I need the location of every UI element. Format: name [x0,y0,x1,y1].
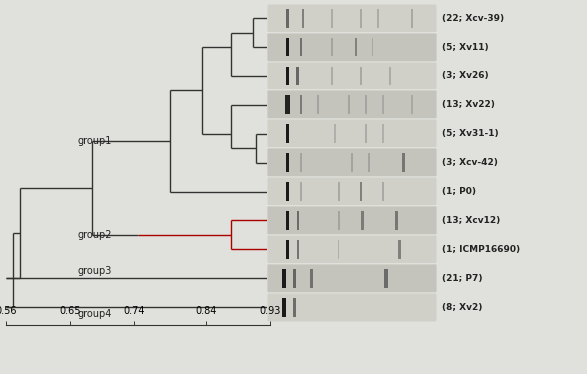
Bar [331,38,333,56]
Bar [267,119,437,148]
Bar [296,211,299,230]
Bar [286,125,289,143]
Bar [335,125,336,143]
Bar [286,67,289,85]
Bar [348,95,350,114]
Bar [338,182,339,201]
Bar [286,38,289,56]
Text: (1; P0): (1; P0) [442,187,476,196]
Bar [267,91,437,119]
Bar [377,9,379,28]
Bar [296,240,299,259]
Bar [310,269,313,288]
Text: K: K [274,187,282,197]
Bar [282,269,286,288]
Bar [286,211,289,230]
Bar [395,211,398,230]
Bar [318,95,319,114]
Text: A: A [274,273,282,283]
Bar [302,9,304,28]
Text: (21; P7): (21; P7) [442,274,483,283]
Bar [351,153,353,172]
Bar [331,9,333,28]
Text: group2: group2 [77,230,112,240]
Bar [389,67,390,85]
Text: B: B [274,302,282,312]
Bar [296,67,299,85]
Bar [360,67,362,85]
Bar [300,38,302,56]
Text: C: C [274,13,282,23]
Text: G: G [274,129,282,139]
Text: E: E [274,100,281,110]
Bar [301,153,302,172]
Bar [267,206,437,235]
Bar [360,182,362,201]
Text: (1; ICMP16690): (1; ICMP16690) [442,245,520,254]
Bar [338,211,339,230]
Bar [267,264,437,293]
Bar [355,38,357,56]
Text: group1: group1 [77,136,112,146]
Bar [360,9,362,28]
Bar [267,235,437,264]
Text: (8; Xv2): (8; Xv2) [442,303,483,312]
Bar [399,240,402,259]
Text: group4: group4 [77,309,112,319]
Bar [372,38,373,56]
Bar [402,153,405,172]
Bar [362,211,363,230]
Bar [282,298,286,316]
Text: (3; Xv26): (3; Xv26) [442,71,488,80]
Bar [384,269,389,288]
Bar [365,125,367,143]
Text: D: D [274,215,282,226]
Bar [293,298,296,316]
Bar [286,240,289,259]
Bar [286,9,289,28]
Bar [286,182,289,201]
Bar [365,95,367,114]
Text: (13; Xcv12): (13; Xcv12) [442,216,500,225]
Text: (5; Xv11): (5; Xv11) [442,43,488,52]
Bar [267,62,437,91]
Bar [267,293,437,322]
Bar [338,240,339,259]
Bar [267,148,437,177]
Text: (13; Xv22): (13; Xv22) [442,100,495,109]
Bar [267,177,437,206]
Bar [267,33,437,62]
Bar [331,67,333,85]
Bar [301,182,302,201]
Text: (3; Xcv-42): (3; Xcv-42) [442,158,498,167]
Text: J: J [274,244,278,254]
Text: F: F [274,71,281,81]
Text: I: I [274,42,278,52]
Text: group3: group3 [77,266,112,276]
Bar [286,153,289,172]
Bar [285,95,289,114]
Bar [411,9,413,28]
Bar [382,125,384,143]
Text: H: H [274,158,283,168]
Bar [301,95,302,114]
Bar [293,269,296,288]
Bar [382,95,384,114]
Text: (5; Xv31-1): (5; Xv31-1) [442,129,498,138]
Bar [382,182,384,201]
Bar [267,4,437,33]
Bar [411,95,413,114]
Text: (22; Xcv-39): (22; Xcv-39) [442,14,504,23]
Bar [368,153,370,172]
